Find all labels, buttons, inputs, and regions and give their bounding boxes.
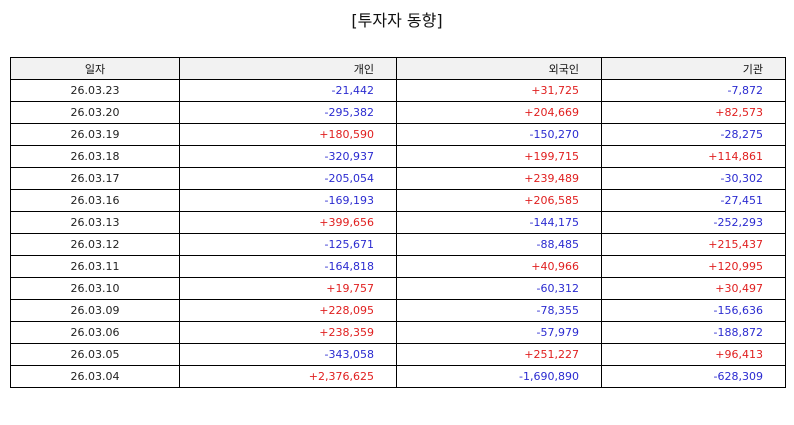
cell-date: 26.03.06 bbox=[10, 321, 180, 344]
cell-institution: +114,861 bbox=[601, 145, 786, 168]
cell-institution: +215,437 bbox=[601, 233, 786, 256]
column-header-institution: 기관 bbox=[601, 57, 786, 80]
cell-individual: +2,376,625 bbox=[179, 365, 397, 388]
column-header-date: 일자 bbox=[10, 57, 180, 80]
cell-foreign: -88,485 bbox=[396, 233, 602, 256]
table-row: 26.03.10 +19,757 -60,312 +30,497 bbox=[10, 277, 786, 300]
cell-individual: -320,937 bbox=[179, 145, 397, 168]
cell-date: 26.03.11 bbox=[10, 255, 180, 278]
cell-date: 26.03.23 bbox=[10, 79, 180, 102]
cell-institution: -156,636 bbox=[601, 299, 786, 322]
investor-trend-table: 일자 개인 외국인 기관 26.03.23 -21,442 +31,725 -7,87… bbox=[10, 57, 786, 388]
cell-institution: -628,309 bbox=[601, 365, 786, 388]
cell-institution: -27,451 bbox=[601, 189, 786, 212]
cell-foreign: +239,489 bbox=[396, 167, 602, 190]
cell-institution: +82,573 bbox=[601, 101, 786, 124]
cell-foreign: -144,175 bbox=[396, 211, 602, 234]
cell-foreign: +31,725 bbox=[396, 79, 602, 102]
cell-institution: +120,995 bbox=[601, 255, 786, 278]
cell-individual: -125,671 bbox=[179, 233, 397, 256]
table-body: 26.03.23 -21,442 +31,725 -7,872 26.03.20 -295… bbox=[10, 79, 786, 388]
cell-individual: +19,757 bbox=[179, 277, 397, 300]
table-row: 26.03.20 -295,382 +204,669 +82,573 bbox=[10, 101, 786, 124]
cell-individual: -21,442 bbox=[179, 79, 397, 102]
cell-date: 26.03.19 bbox=[10, 123, 180, 146]
table-row: 26.03.13 +399,656 -144,175 -252,293 bbox=[10, 211, 786, 234]
table-row: 26.03.04 +2,376,625 -1,690,890 -628,309 bbox=[10, 365, 786, 388]
cell-date: 26.03.13 bbox=[10, 211, 180, 234]
cell-foreign: -1,690,890 bbox=[396, 365, 602, 388]
table-row: 26.03.17 -205,054 +239,489 -30,302 bbox=[10, 167, 786, 190]
table-row: 26.03.19 +180,590 -150,270 -28,275 bbox=[10, 123, 786, 146]
cell-date: 26.03.20 bbox=[10, 101, 180, 124]
cell-individual: -295,382 bbox=[179, 101, 397, 124]
table-row: 26.03.06 +238,359 -57,979 -188,872 bbox=[10, 321, 786, 344]
cell-individual: -169,193 bbox=[179, 189, 397, 212]
cell-individual: +228,095 bbox=[179, 299, 397, 322]
cell-foreign: -78,355 bbox=[396, 299, 602, 322]
column-header-foreign: 외국인 bbox=[396, 57, 602, 80]
cell-foreign: +251,227 bbox=[396, 343, 602, 366]
cell-foreign: -150,270 bbox=[396, 123, 602, 146]
column-header-individual: 개인 bbox=[179, 57, 397, 80]
cell-individual: -205,054 bbox=[179, 167, 397, 190]
cell-individual: -164,818 bbox=[179, 255, 397, 278]
cell-foreign: -57,979 bbox=[396, 321, 602, 344]
cell-institution: -7,872 bbox=[601, 79, 786, 102]
table-row: 26.03.18 -320,937 +199,715 +114,861 bbox=[10, 145, 786, 168]
cell-date: 26.03.18 bbox=[10, 145, 180, 168]
cell-institution: -30,302 bbox=[601, 167, 786, 190]
cell-date: 26.03.17 bbox=[10, 167, 180, 190]
table-row: 26.03.11 -164,818 +40,966 +120,995 bbox=[10, 255, 786, 278]
cell-foreign: +204,669 bbox=[396, 101, 602, 124]
table-row: 26.03.16 -169,193 +206,585 -27,451 bbox=[10, 189, 786, 212]
cell-date: 26.03.04 bbox=[10, 365, 180, 388]
table-row: 26.03.05 -343,058 +251,227 +96,413 bbox=[10, 343, 786, 366]
cell-date: 26.03.10 bbox=[10, 277, 180, 300]
table-row: 26.03.12 -125,671 -88,485 +215,437 bbox=[10, 233, 786, 256]
cell-institution: +96,413 bbox=[601, 343, 786, 366]
cell-date: 26.03.05 bbox=[10, 343, 180, 366]
table-row: 26.03.09 +228,095 -78,355 -156,636 bbox=[10, 299, 786, 322]
cell-date: 26.03.16 bbox=[10, 189, 180, 212]
cell-date: 26.03.12 bbox=[10, 233, 180, 256]
cell-foreign: +206,585 bbox=[396, 189, 602, 212]
table-row: 26.03.23 -21,442 +31,725 -7,872 bbox=[10, 79, 786, 102]
cell-institution: -252,293 bbox=[601, 211, 786, 234]
cell-individual: +399,656 bbox=[179, 211, 397, 234]
cell-date: 26.03.09 bbox=[10, 299, 180, 322]
cell-individual: +180,590 bbox=[179, 123, 397, 146]
table-header-row: 일자 개인 외국인 기관 bbox=[10, 57, 786, 80]
cell-institution: -188,872 bbox=[601, 321, 786, 344]
cell-individual: +238,359 bbox=[179, 321, 397, 344]
cell-foreign: -60,312 bbox=[396, 277, 602, 300]
cell-foreign: +199,715 bbox=[396, 145, 602, 168]
cell-institution: +30,497 bbox=[601, 277, 786, 300]
page-title: [투자자 동향] bbox=[351, 11, 443, 30]
cell-individual: -343,058 bbox=[179, 343, 397, 366]
cell-institution: -28,275 bbox=[601, 123, 786, 146]
cell-foreign: +40,966 bbox=[396, 255, 602, 278]
